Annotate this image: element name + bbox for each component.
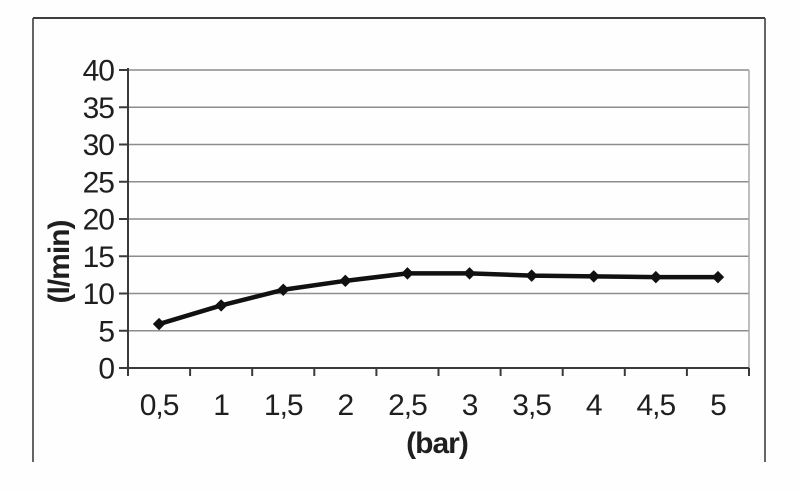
y-tick-marks — [119, 69, 128, 369]
data-point-marker — [525, 269, 538, 282]
x-tick-marks — [127, 368, 750, 376]
y-tick-label: 25 — [83, 166, 115, 199]
y-tick-label: 15 — [83, 241, 115, 274]
y-tick-label: 30 — [83, 129, 115, 162]
y-tick-label: 35 — [83, 92, 115, 125]
y-axis-title: (l/min) — [43, 221, 76, 304]
y-tick-label: 5 — [98, 315, 114, 348]
x-tick-label: 1,5 — [264, 389, 303, 422]
data-point-marker — [587, 270, 600, 283]
x-tick-label: 2,5 — [388, 389, 427, 422]
data-point-marker — [277, 283, 290, 296]
data-series — [152, 267, 725, 331]
y-tick-label: 20 — [83, 204, 115, 237]
gridlines — [129, 69, 749, 332]
x-axis-title: (bar) — [406, 427, 468, 460]
y-tick-label: 40 — [83, 55, 115, 88]
document-frame — [32, 17, 766, 462]
data-point-marker — [152, 317, 166, 331]
x-tick-label: 1 — [213, 389, 229, 422]
axes — [124, 68, 749, 369]
x-tick-label: 3 — [462, 389, 478, 422]
data-point-marker — [649, 270, 663, 284]
x-tick-label: 2 — [338, 389, 354, 422]
x-tick-label: 4,5 — [636, 389, 675, 422]
x-tick-label: 0,5 — [140, 389, 179, 422]
data-point-marker — [339, 274, 352, 288]
data-point-marker — [711, 270, 725, 284]
y-tick-label: 0 — [98, 353, 114, 386]
data-point-marker — [463, 267, 476, 280]
x-tick-label: 4 — [586, 389, 602, 422]
x-tick-label: 5 — [710, 389, 726, 422]
series-line — [156, 271, 721, 327]
data-point-marker — [214, 299, 228, 312]
data-point-marker — [401, 267, 414, 280]
y-tick-labels: 0 5 10 15 20 25 30 35 40 — [83, 55, 116, 386]
y-tick-label: 10 — [83, 278, 115, 311]
x-tick-label: 3,5 — [512, 389, 551, 422]
x-tick-labels: 0,5 1 1,5 2 2,5 3 3,5 4 4,5 5 — [140, 389, 727, 422]
